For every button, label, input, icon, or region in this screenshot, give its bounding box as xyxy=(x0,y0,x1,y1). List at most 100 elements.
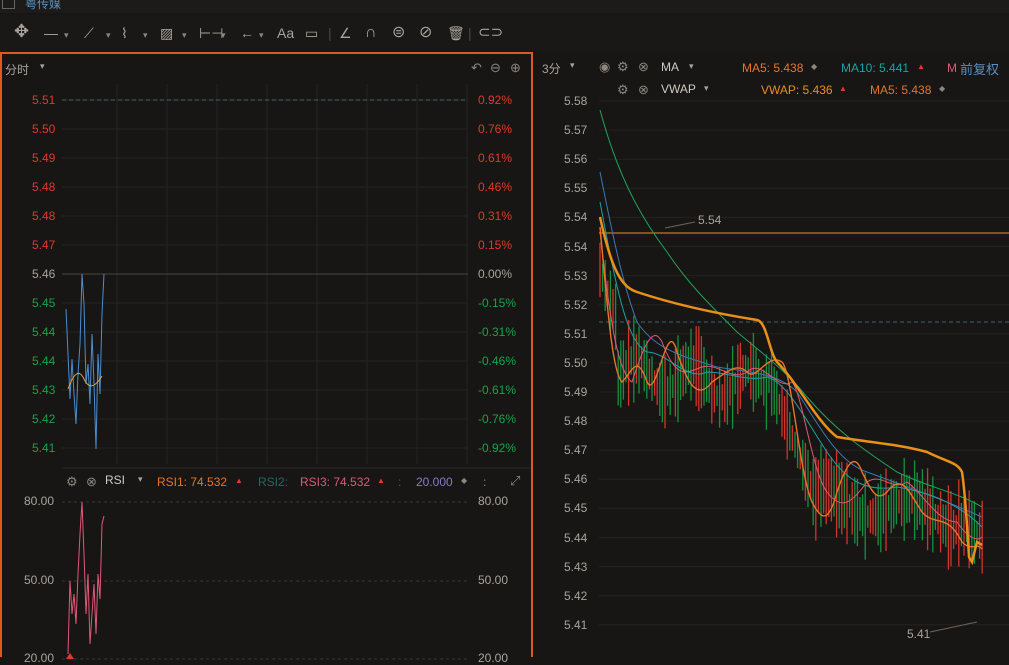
chevron-down-icon[interactable]: ▾ xyxy=(106,30,111,40)
ruler-icon[interactable]: ∠ xyxy=(339,25,352,41)
percent-tick-label: -0.61% xyxy=(478,383,517,397)
text-icon[interactable]: Aa xyxy=(277,25,295,41)
measure-icon[interactable]: ⊢⊣ xyxy=(199,25,224,41)
price-tick-label: 5.58 xyxy=(564,94,588,108)
low-marker-label: 5.41 xyxy=(907,627,931,641)
channel-tool-icon[interactable]: ▨ xyxy=(160,25,174,41)
chevron-down-icon[interactable]: ▾ xyxy=(570,60,575,70)
price-tick-label: 5.56 xyxy=(564,152,588,167)
link-icon[interactable]: ⊂⊃ xyxy=(478,24,504,41)
percent-tick-label: 0.31% xyxy=(478,209,513,223)
vwap-name[interactable]: VWAP xyxy=(661,82,696,96)
ma-name[interactable]: MA xyxy=(661,60,679,74)
line-icon[interactable]: — xyxy=(44,25,58,41)
price-tick-label: 5.46 xyxy=(32,267,56,281)
close-icon[interactable]: ⊗ xyxy=(638,59,649,74)
separator: : xyxy=(398,475,402,489)
price-tick-label: 5.52 xyxy=(564,297,588,312)
rsi-extra-value: 20.000 xyxy=(416,475,453,489)
delete-icon[interactable]: 🗑 xyxy=(447,25,465,41)
chevron-down-icon[interactable]: ▾ xyxy=(221,30,226,40)
wave-tool-icon[interactable]: ⌇ xyxy=(121,25,128,41)
ma10-value: MA10: 5.441 xyxy=(841,61,910,75)
price-tick-label: 5.43 xyxy=(32,383,56,397)
price-tick-label: 5.43 xyxy=(564,559,588,574)
price-chart-area[interactable] xyxy=(2,54,531,474)
marker-triangle xyxy=(66,653,74,659)
up-arrow-icon: ▲ xyxy=(917,62,925,71)
price-tick-label: 5.41 xyxy=(32,441,56,455)
ma30-line xyxy=(599,171,983,518)
checkbox[interactable] xyxy=(2,0,15,9)
price-tick-label: 5.49 xyxy=(32,151,56,165)
zoom-out-icon[interactable]: ⊖ xyxy=(490,60,501,75)
price-tick-label: 5.54 xyxy=(564,210,588,225)
adjust-mode-button[interactable]: 前复权 xyxy=(960,62,1000,77)
chevron-down-icon[interactable]: ▾ xyxy=(704,83,709,93)
percent-tick-label: -0.15% xyxy=(478,296,517,310)
intraday-price-line xyxy=(65,273,105,450)
settings-icon[interactable]: ⚙ xyxy=(617,82,629,97)
lock-icon[interactable]: ⊜ xyxy=(392,24,406,41)
rsi-tick-label: 80.00 xyxy=(24,494,55,508)
percent-tick-label: 0.92% xyxy=(478,93,513,107)
diamond-icon: ◆ xyxy=(939,84,946,93)
rsi-tick-label: 50.00 xyxy=(478,573,509,587)
rsi-tick-label: 20.00 xyxy=(478,651,509,665)
rsi-chart-area[interactable] xyxy=(2,54,531,660)
up-arrow-icon: ▲ xyxy=(377,476,385,485)
trend-tool-icon[interactable]: ⟋ xyxy=(84,25,94,41)
hide-icon[interactable]: ⊘ xyxy=(419,24,433,41)
percent-tick-label: 0.46% xyxy=(478,180,513,194)
separator: | xyxy=(328,25,332,41)
settings-icon[interactable]: ⚙ xyxy=(66,474,78,489)
chevron-down-icon[interactable]: ▾ xyxy=(40,61,45,71)
chevron-down-icon[interactable]: ▾ xyxy=(259,30,264,40)
vwap-value: VWAP: 5.436 xyxy=(761,83,833,97)
chevron-down-icon[interactable]: ▾ xyxy=(182,30,187,40)
price-tick-label: 5.50 xyxy=(564,355,588,370)
ma20-line xyxy=(599,231,983,540)
drawing-toolbar: ✥ — ▾ ⟋ ▾ ⌇ ▾ ▨ ▾ ⊢⊣ ▾ ← ▾ Aa ▭ | ∠ ∩ ⊜ … xyxy=(0,15,1009,51)
chevron-down-icon[interactable]: ▾ xyxy=(143,30,148,40)
price-tick-label: 5.45 xyxy=(32,296,56,310)
collapse-icon[interactable]: ◉ xyxy=(599,59,611,74)
undo-icon[interactable]: ↶ xyxy=(471,60,482,75)
ma5-value: MA5: 5.438 xyxy=(742,61,804,75)
ma10-line xyxy=(599,201,983,528)
period-label[interactable]: 3分 xyxy=(542,62,561,76)
price-tick-label: 5.53 xyxy=(564,268,588,283)
chevron-down-icon[interactable]: ▾ xyxy=(64,30,69,40)
up-arrow-icon: ▲ xyxy=(839,84,847,93)
period-label[interactable]: 分时 xyxy=(5,63,30,77)
settings-icon[interactable]: ⚙ xyxy=(617,59,629,74)
intraday-panel[interactable]: 分时 ▾ ↶ ⊖ ⊕ 5.51 5.50 5.49 5.48 5.48 5.47 5.46 5… xyxy=(0,52,533,665)
percent-tick-label: 0.00% xyxy=(478,267,513,281)
chevron-down-icon[interactable]: ▾ xyxy=(689,61,694,71)
percent-tick-label: 0.76% xyxy=(478,122,513,136)
percent-tick-label: 0.15% xyxy=(478,238,513,252)
rsi-name[interactable]: RSI xyxy=(105,473,126,487)
rsi-line xyxy=(67,501,105,655)
expand-icon[interactable]: ⤢ xyxy=(510,473,521,488)
comment-icon[interactable]: ▭ xyxy=(305,25,319,41)
move-icon[interactable]: ✥ xyxy=(14,21,30,41)
price-tick-label: 5.48 xyxy=(564,414,588,429)
price-tick-label: 5.49 xyxy=(564,385,588,399)
stock-name[interactable]: 粤传媒 xyxy=(25,0,62,11)
price-tick-label: 5.47 xyxy=(32,238,56,252)
magnet-icon[interactable]: ∩ xyxy=(365,24,377,41)
price-tick-label: 5.54 xyxy=(564,239,588,254)
kline-panel[interactable]: 3分 ▾ ◉ ⚙ ⊗ MA ▾ MA5: 5.438 ◆ MA10: 5.441… xyxy=(537,52,1009,657)
diamond-icon: ◆ xyxy=(461,476,468,485)
zoom-in-icon[interactable]: ⊕ xyxy=(510,60,521,75)
chevron-down-icon[interactable]: ▾ xyxy=(138,474,143,484)
close-icon[interactable]: ⊗ xyxy=(86,474,97,489)
close-icon[interactable]: ⊗ xyxy=(638,82,649,97)
price-tick-label: 5.41 xyxy=(564,617,588,632)
kline-chart-area[interactable] xyxy=(537,52,1009,657)
price-tick-label: 5.48 xyxy=(32,180,56,194)
percent-tick-label: -0.46% xyxy=(478,354,517,368)
rsi-tick-label: 20.00 xyxy=(24,651,55,665)
arrow-icon[interactable]: ← xyxy=(240,25,254,41)
